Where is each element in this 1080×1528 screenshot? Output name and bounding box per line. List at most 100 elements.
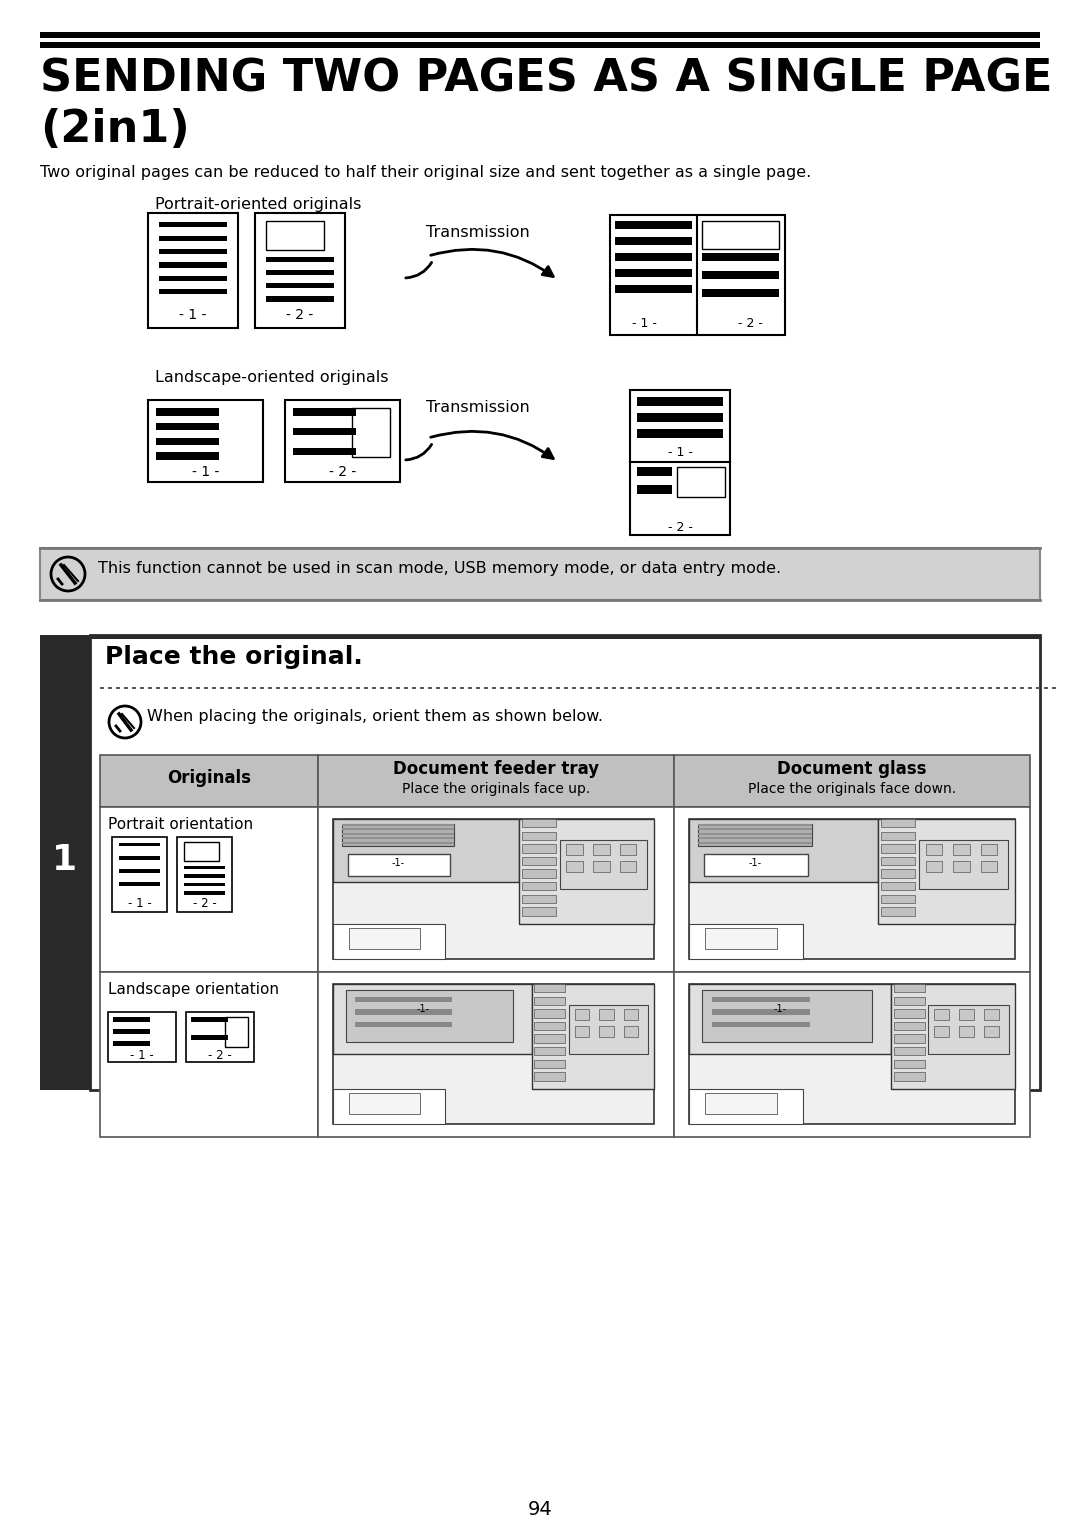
- Bar: [444, 688, 448, 689]
- Bar: [255, 212, 345, 329]
- Bar: [204, 688, 208, 689]
- Bar: [356, 688, 360, 689]
- Bar: [348, 854, 450, 876]
- Bar: [453, 688, 456, 689]
- Text: Two original pages can be reduced to half their original size and sent together : Two original pages can be reduced to hal…: [40, 165, 811, 180]
- Bar: [702, 254, 779, 261]
- Bar: [748, 688, 752, 689]
- Text: - 2 -: - 2 -: [667, 521, 692, 533]
- Bar: [881, 908, 915, 915]
- Bar: [702, 270, 779, 280]
- Bar: [881, 894, 915, 903]
- Text: Place the original.: Place the original.: [105, 645, 363, 669]
- Bar: [891, 984, 1015, 1089]
- Bar: [892, 688, 896, 689]
- Bar: [820, 688, 824, 689]
- Bar: [112, 1018, 150, 1022]
- Bar: [112, 1028, 150, 1033]
- Bar: [333, 819, 519, 882]
- Bar: [934, 1008, 949, 1021]
- Bar: [699, 828, 812, 830]
- Bar: [355, 1022, 451, 1027]
- Bar: [159, 263, 227, 267]
- Bar: [893, 996, 924, 1005]
- Bar: [740, 688, 744, 689]
- Bar: [893, 1073, 924, 1080]
- Bar: [627, 688, 632, 689]
- Bar: [556, 688, 561, 689]
- Bar: [172, 688, 176, 689]
- Bar: [535, 1022, 565, 1030]
- Text: - 2 -: - 2 -: [329, 465, 356, 478]
- Bar: [124, 688, 129, 689]
- Bar: [522, 882, 555, 891]
- Bar: [926, 843, 943, 856]
- Bar: [40, 32, 1040, 38]
- Bar: [674, 755, 1030, 807]
- Text: Transmission: Transmission: [427, 225, 530, 240]
- Bar: [812, 688, 816, 689]
- Bar: [596, 688, 600, 689]
- Bar: [535, 984, 565, 992]
- Bar: [881, 857, 915, 865]
- Bar: [548, 688, 552, 689]
- Bar: [342, 833, 454, 834]
- Bar: [333, 819, 654, 960]
- Bar: [916, 688, 920, 689]
- Bar: [1020, 688, 1024, 689]
- Bar: [268, 688, 272, 689]
- Bar: [924, 688, 928, 689]
- Bar: [428, 688, 432, 689]
- Bar: [660, 688, 664, 689]
- Bar: [484, 688, 488, 689]
- Bar: [40, 41, 1040, 47]
- Bar: [372, 688, 376, 689]
- Bar: [568, 1005, 648, 1054]
- Bar: [893, 1059, 924, 1068]
- Bar: [1052, 688, 1056, 689]
- Bar: [929, 1005, 1009, 1054]
- Bar: [704, 854, 808, 876]
- Bar: [796, 688, 800, 689]
- Bar: [852, 688, 856, 689]
- FancyArrowPatch shape: [406, 445, 432, 460]
- Bar: [524, 688, 528, 689]
- Bar: [677, 468, 725, 497]
- Bar: [964, 688, 968, 689]
- Bar: [191, 1018, 228, 1022]
- Text: - 1 -: - 1 -: [632, 316, 657, 330]
- Text: 94: 94: [528, 1500, 552, 1519]
- Bar: [630, 390, 730, 535]
- Bar: [333, 924, 445, 960]
- Text: (2in1): (2in1): [40, 108, 190, 151]
- Text: Landscape orientation: Landscape orientation: [108, 983, 279, 996]
- Bar: [116, 688, 120, 689]
- Bar: [352, 408, 390, 457]
- Bar: [620, 843, 636, 856]
- Bar: [522, 831, 555, 840]
- Bar: [516, 688, 519, 689]
- Bar: [712, 1008, 810, 1015]
- Bar: [1012, 688, 1016, 689]
- Bar: [900, 688, 904, 689]
- Bar: [119, 856, 161, 859]
- Bar: [615, 254, 692, 261]
- Bar: [324, 688, 328, 689]
- Bar: [615, 222, 692, 229]
- Bar: [156, 423, 219, 431]
- Bar: [637, 429, 723, 439]
- Bar: [959, 1008, 974, 1021]
- Bar: [355, 996, 451, 1002]
- Bar: [519, 819, 654, 924]
- Text: Portrait orientation: Portrait orientation: [108, 817, 253, 833]
- Bar: [346, 990, 513, 1042]
- Bar: [195, 688, 200, 689]
- Bar: [599, 1025, 613, 1038]
- Bar: [177, 837, 232, 912]
- Bar: [652, 688, 656, 689]
- Bar: [522, 857, 555, 865]
- Bar: [184, 883, 226, 886]
- Bar: [156, 688, 160, 689]
- Bar: [881, 819, 915, 827]
- Bar: [285, 400, 400, 481]
